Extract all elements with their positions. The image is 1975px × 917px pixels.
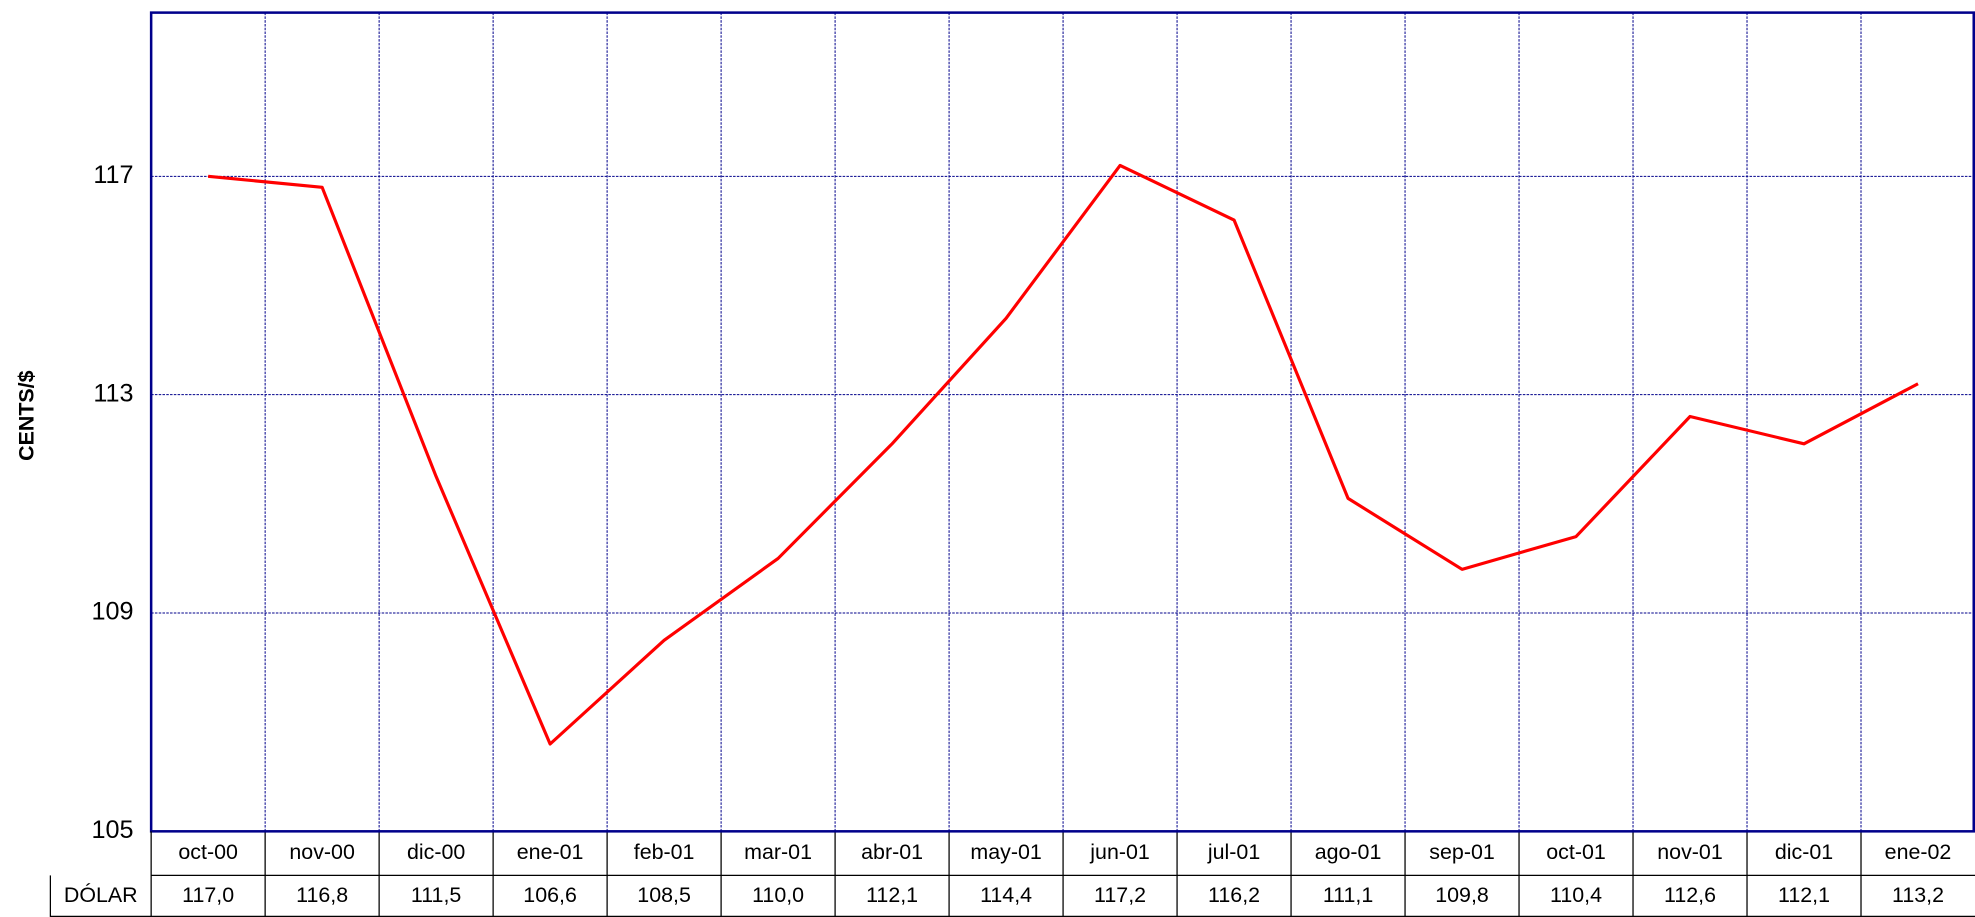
x-tick-label: oct-00 [178, 840, 238, 864]
value-label: 114,4 [980, 883, 1032, 907]
value-label: 112,1 [866, 883, 918, 907]
x-tick-label: mar-01 [744, 840, 812, 864]
x-tick-label: dic-00 [407, 840, 465, 864]
value-label: 111,1 [1323, 883, 1373, 907]
x-tick-label: ago-01 [1315, 840, 1382, 864]
data-line [207, 163, 1919, 746]
x-tick-label: ene-02 [1885, 840, 1952, 864]
value-label: 116,8 [296, 883, 348, 907]
y-axis-label: CENTS/$ [14, 370, 38, 460]
x-tick-label: abr-01 [861, 840, 923, 864]
value-label: 112,6 [1664, 883, 1716, 907]
x-tick-label: nov-01 [1657, 840, 1722, 864]
x-tick-label: ene-01 [517, 840, 584, 864]
y-tick-label: 105 [91, 816, 133, 844]
value-label: 109,8 [1435, 883, 1489, 907]
x-tick-label: nov-00 [289, 840, 355, 864]
plot-border [149, 11, 1975, 833]
value-label: 106,6 [523, 883, 577, 907]
x-tick-label: oct-01 [1546, 840, 1606, 864]
value-label: 110,0 [752, 883, 804, 907]
value-label: 112,1 [1778, 883, 1830, 907]
value-label: 108,5 [637, 883, 691, 907]
x-tick-label: jun-01 [1089, 840, 1150, 864]
y-tick-label: 109 [91, 598, 133, 626]
value-label: 113,2 [1892, 883, 1944, 907]
x-tick-label: sep-01 [1429, 840, 1494, 864]
x-tick-label: may-01 [970, 840, 1041, 864]
x-tick-label: dic-01 [1775, 840, 1833, 864]
value-label: 110,4 [1550, 883, 1602, 907]
value-label: 117,2 [1094, 883, 1146, 907]
value-label: 117,0 [182, 883, 234, 907]
value-label: 111,5 [411, 883, 461, 907]
y-tick-label: 113 [93, 379, 133, 407]
x-tick-label: feb-01 [634, 840, 695, 864]
legend-label: DÓLAR [64, 882, 138, 907]
value-label: 116,2 [1208, 883, 1260, 907]
y-tick-label: 117 [93, 161, 133, 189]
x-tick-label: jul-01 [1207, 840, 1260, 864]
